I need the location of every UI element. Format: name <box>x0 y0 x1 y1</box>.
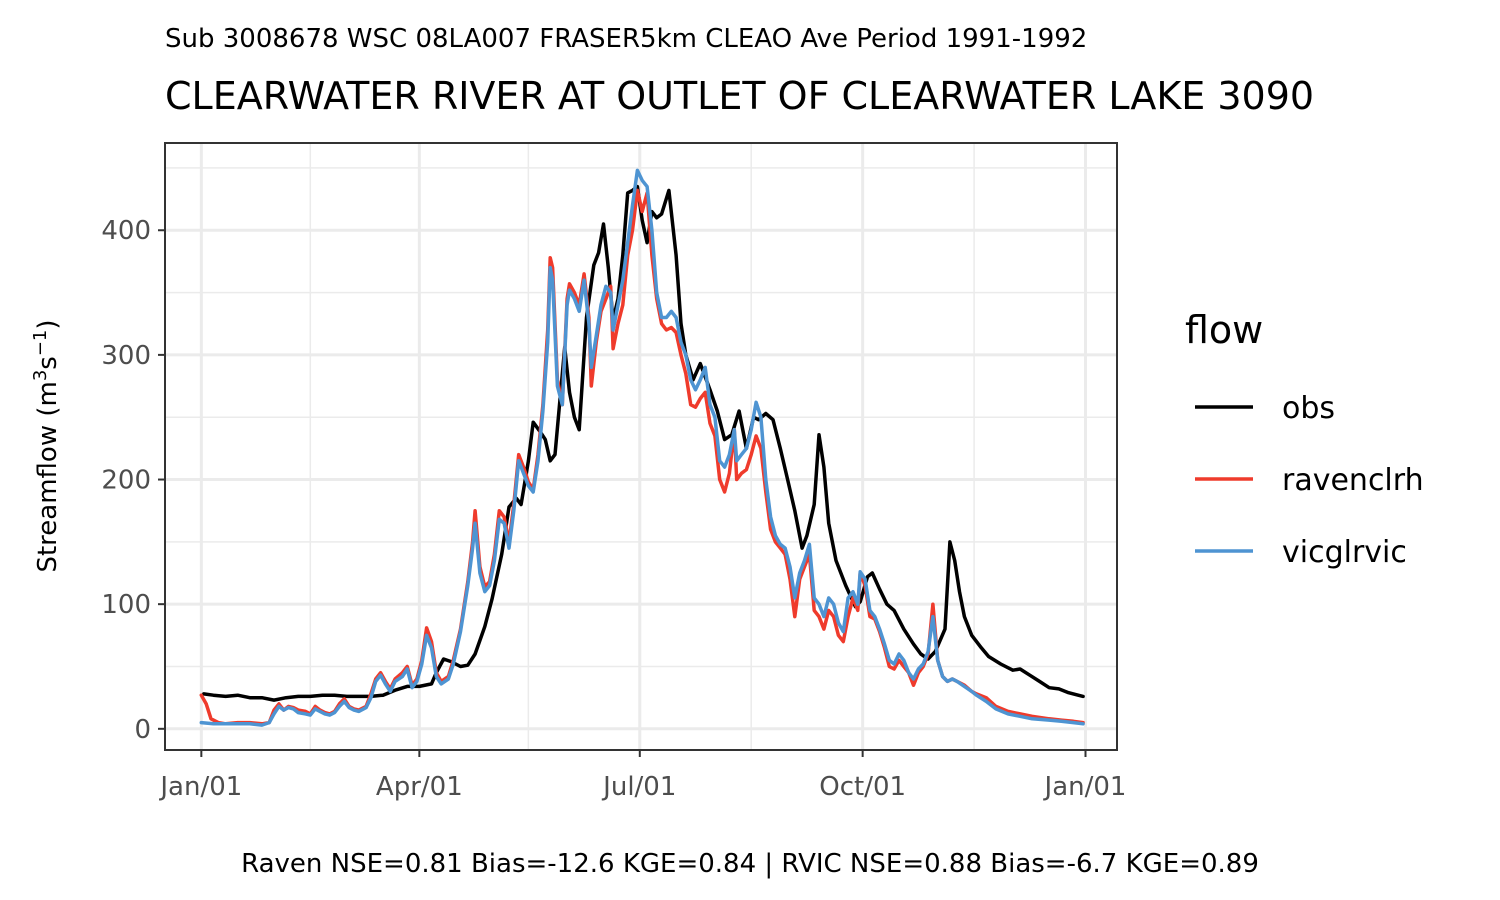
legend-label-vicglrvic: vicglrvic <box>1282 535 1407 570</box>
plot-border <box>164 142 1118 751</box>
y-tick-label: 100 <box>101 590 151 620</box>
x-tick-label: Jan/01 <box>1043 772 1127 802</box>
grid-lines <box>165 143 1117 750</box>
y-tick-label: 300 <box>101 341 151 371</box>
legend-label-obs: obs <box>1282 391 1335 426</box>
chart-subtitle: Sub 3008678 WSC 08LA007 FRASER5km CLEAO … <box>165 24 1087 54</box>
y-tick-label: 400 <box>101 216 151 246</box>
x-tick-label: Oct/01 <box>819 772 906 802</box>
legend-title: flow <box>1185 308 1263 352</box>
x-tick-label: Jul/01 <box>601 772 676 802</box>
y-axis-label: Streamflow (m3s−1) <box>30 319 63 572</box>
legend: flow obs ravenclrh vicglrvic <box>1185 308 1424 570</box>
x-tick-label: Jan/01 <box>158 772 242 802</box>
chart-title: CLEARWATER RIVER AT OUTLET OF CLEARWATER… <box>165 74 1314 118</box>
series-line-obs <box>202 184 1085 702</box>
series-line-vicglrvic <box>199 168 1085 727</box>
y-tick-label: 0 <box>134 715 151 745</box>
legend-label-ravenclrh: ravenclrh <box>1282 463 1424 498</box>
y-tick-label: 200 <box>101 466 151 496</box>
series-lines <box>199 168 1085 727</box>
axis-ticks: 0 100 200 300 400 Jan/01 Apr/01 Jul/01 Oct/01 Jan… <box>101 216 1126 802</box>
chart-caption: Raven NSE=0.81 Bias=-12.6 KGE=0.84 | RVI… <box>241 849 1259 879</box>
x-tick-label: Apr/01 <box>376 772 463 802</box>
